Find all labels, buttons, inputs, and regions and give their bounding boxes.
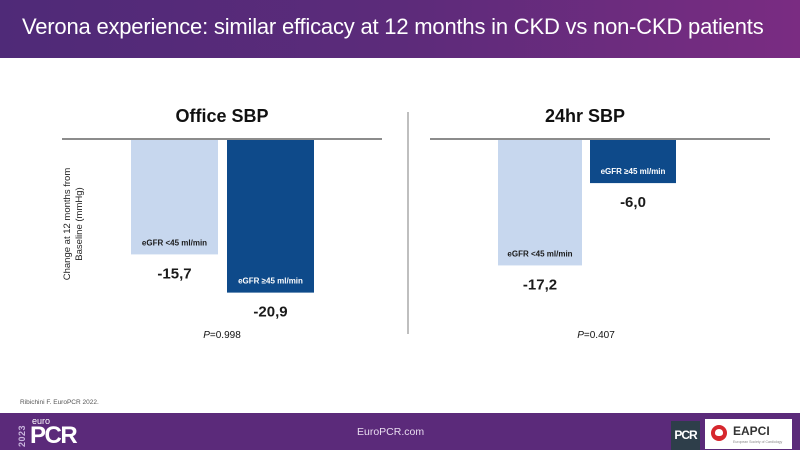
logo-year: 2023 [17,424,27,447]
europcr-logo: PCR [30,422,78,449]
bar-value-label: -6,0 [620,194,646,211]
bar-category-label: eGFR ≥45 ml/min [601,167,666,176]
pcr-logo: PCR [671,421,700,450]
p-value-label: P=0.407 [577,330,615,341]
bar-egfr-lt45 [498,139,582,266]
heart-icon [711,425,727,441]
panel-divider [407,112,409,334]
bar-value-label: -17,2 [523,276,557,293]
footer-url[interactable]: EuroPCR.com [357,426,425,438]
bar-value-label: -20,9 [253,304,287,321]
bar-category-label: eGFR ≥45 ml/min [238,277,303,286]
eapci-text: EAPCI [733,424,770,438]
eapci-subtext: European Society of Cardiology [733,440,783,444]
chart-title: 24hr SBP [545,106,625,126]
bar-egfr-ge45 [227,139,314,293]
p-value-label: P=0.998 [203,330,241,341]
bar-category-label: eGFR <45 ml/min [142,238,207,247]
slide-footer: 2023 euro PCR EuroPCR.com PCR EAPCI Euro… [0,413,800,450]
citation: Ribichini F. EuroPCR 2022. [20,399,99,406]
bar-value-label: -15,7 [157,265,191,282]
eapci-logo: EAPCI European Society of Cardiology [705,419,792,449]
bar-egfr-ge45 [590,139,676,184]
chart-title: Office SBP [175,106,268,126]
bar-egfr-lt45 [131,139,218,255]
bar-category-label: eGFR <45 ml/min [507,249,572,258]
slide-title: Verona experience: similar efficacy at 1… [22,14,764,39]
slide-header: Verona experience: similar efficacy at 1… [0,0,800,58]
logo-euro-text: euro [32,416,51,426]
